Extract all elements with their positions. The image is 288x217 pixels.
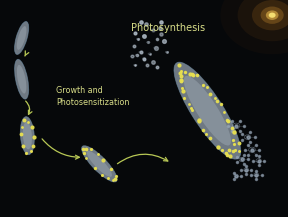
Text: Growth and
Photosensitization: Growth and Photosensitization — [56, 86, 130, 107]
Ellipse shape — [17, 26, 26, 50]
Circle shape — [220, 0, 288, 54]
Ellipse shape — [184, 76, 231, 146]
Text: Photosynthesis: Photosynthesis — [131, 23, 205, 33]
Circle shape — [269, 13, 276, 18]
Ellipse shape — [14, 21, 29, 54]
Circle shape — [252, 0, 288, 30]
Ellipse shape — [174, 62, 241, 159]
Circle shape — [266, 10, 278, 20]
Ellipse shape — [17, 65, 26, 94]
Circle shape — [261, 7, 284, 24]
Ellipse shape — [15, 59, 29, 99]
Ellipse shape — [20, 117, 34, 155]
Ellipse shape — [87, 151, 112, 177]
Ellipse shape — [23, 122, 32, 149]
Ellipse shape — [82, 146, 117, 182]
Circle shape — [238, 0, 288, 41]
